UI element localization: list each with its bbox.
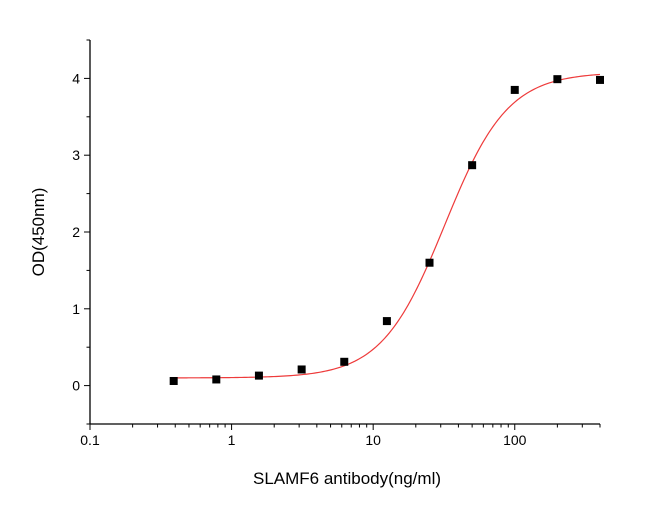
data-point	[212, 375, 221, 384]
x-axis-title: SLAMF6 antibody(ng/ml)	[253, 469, 441, 488]
x-tick-label: 100	[503, 432, 527, 448]
data-point	[340, 357, 349, 366]
data-point	[553, 75, 562, 84]
data-point	[425, 258, 434, 267]
axes: 0 1 2 3 4 0.1 1 10 100	[72, 39, 601, 448]
fit-curve	[173, 73, 601, 379]
data-point	[510, 85, 519, 94]
data-point	[596, 75, 604, 84]
points-layer	[169, 75, 604, 385]
y-tick-label: 4	[72, 70, 80, 86]
data-point	[468, 161, 477, 170]
y-tick-label: 0	[72, 378, 80, 394]
y-axis-title: OD(450nm)	[29, 188, 48, 277]
x-tick-label: 1	[228, 432, 236, 448]
x-tick-label: 0.1	[80, 432, 100, 448]
data-point	[382, 317, 391, 326]
data-point	[297, 365, 306, 374]
data-point	[169, 376, 178, 385]
fit-layer	[173, 73, 601, 379]
y-tick-label: 3	[72, 147, 80, 163]
data-point	[254, 371, 263, 380]
y-tick-label: 2	[72, 224, 80, 240]
y-tick-label: 1	[72, 301, 80, 317]
x-tick-label: 10	[365, 432, 381, 448]
